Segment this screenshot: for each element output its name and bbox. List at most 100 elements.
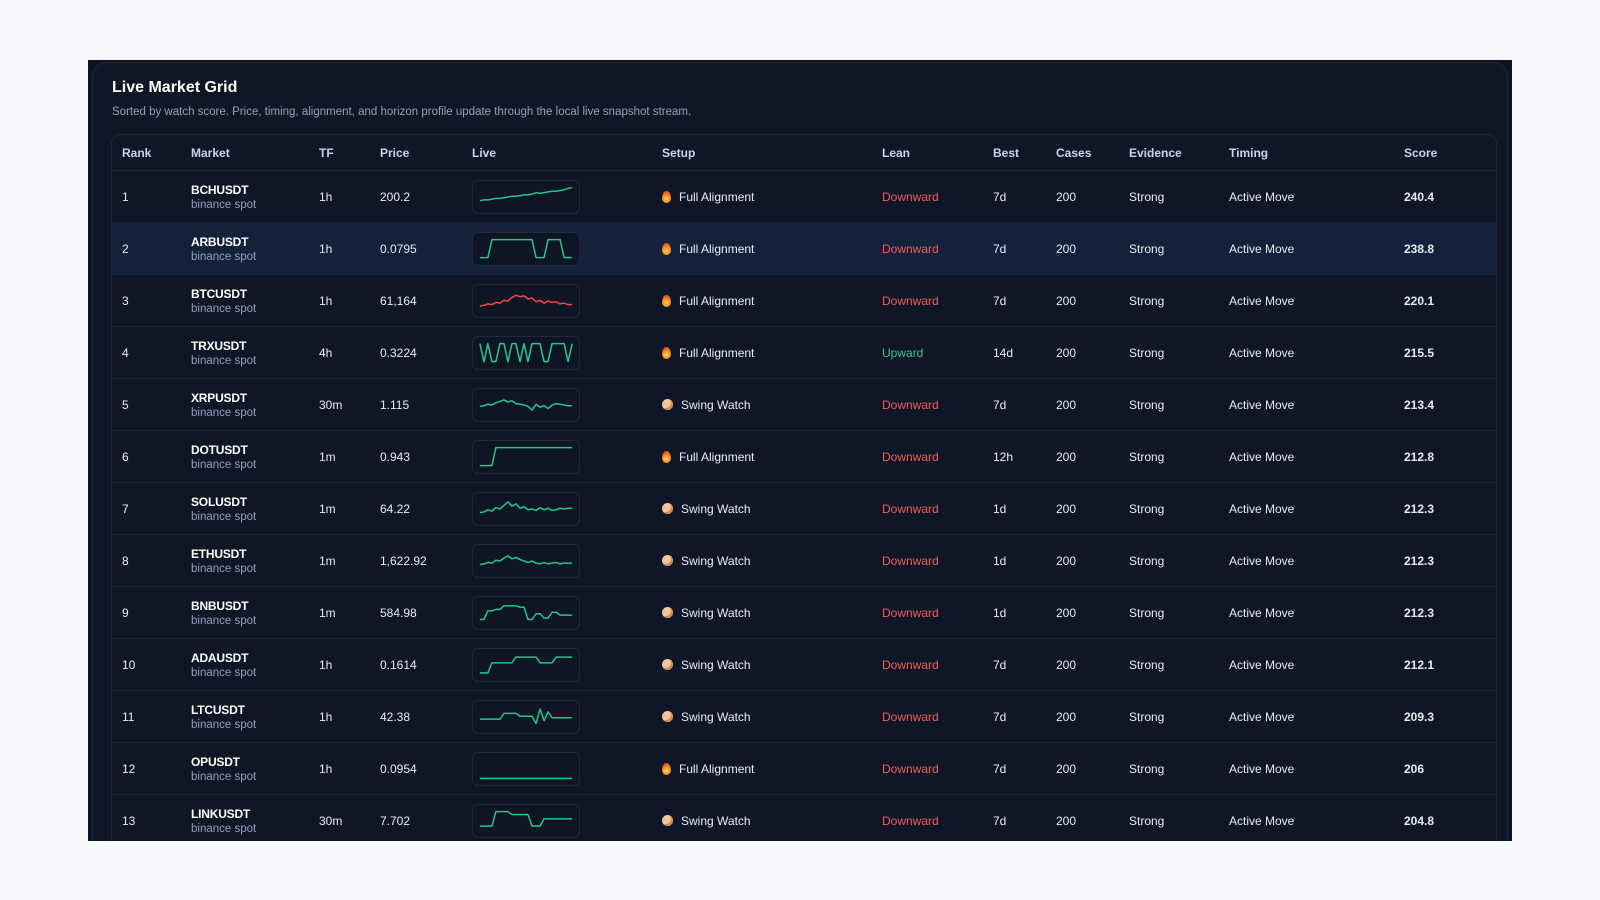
timing-cell-text: Active Move — [1229, 761, 1295, 776]
market-symbol[interactable]: XRPUSDT — [191, 390, 247, 405]
rank-cell-text: 6 — [122, 449, 129, 464]
score-value: 209.3 — [1404, 709, 1435, 724]
cases-cell: 200 — [1046, 170, 1119, 223]
lean-cell: Downward — [872, 586, 983, 639]
setup-cell: Swing Watch — [652, 794, 872, 841]
table-row[interactable]: 7 SOLUSDT binance spot 1m 64.22 Swing Wat… — [112, 482, 1496, 535]
cases-cell-text: 200 — [1056, 605, 1077, 620]
table-row[interactable]: 3 BTCUSDT binance spot 1h 61,164 Full Ali… — [112, 274, 1496, 327]
price-cell-text: 0.943 — [380, 449, 411, 464]
live-cell — [462, 690, 652, 743]
column-header-market[interactable]: Market — [181, 135, 309, 171]
column-header-score[interactable]: Score — [1394, 135, 1496, 171]
column-header-lean[interactable]: Lean — [872, 135, 983, 171]
column-header-best[interactable]: Best — [983, 135, 1046, 171]
lean-label: Downward — [882, 657, 939, 672]
table-row[interactable]: 9 BNBUSDT binance spot 1m 584.98 Swing Wa… — [112, 586, 1496, 639]
rank-cell: 4 — [112, 326, 181, 379]
sparkline-chart — [472, 439, 580, 474]
page-title: Live Market Grid — [112, 79, 238, 96]
column-header-setup[interactable]: Setup — [652, 135, 872, 171]
setup-label: Swing Watch — [681, 397, 751, 412]
lean-cell: Downward — [872, 170, 983, 223]
table-row[interactable]: 6 DOTUSDT binance spot 1m 0.943 Full Alig… — [112, 430, 1496, 483]
table-row[interactable]: 13 LINKUSDT binance spot 30m 7.702 Swing … — [112, 794, 1496, 841]
market-symbol[interactable]: OPUSDT — [191, 754, 240, 769]
score-cell: 212.1 — [1394, 638, 1496, 691]
column-header-tf[interactable]: TF — [309, 135, 370, 171]
timeframe-cell-text: 1m — [319, 553, 336, 568]
table-row[interactable]: 12 OPUSDT binance spot 1h 0.0954 Full Ali… — [112, 742, 1496, 795]
market-venue: binance spot — [191, 302, 257, 315]
price-cell-text: 584.98 — [380, 605, 417, 620]
table-row[interactable]: 2 ARBUSDT binance spot 1h 0.0795 Full Ali… — [112, 222, 1496, 275]
price-cell: 584.98 — [370, 586, 462, 639]
table-row[interactable]: 11 LTCUSDT binance spot 1h 42.38 Swing Wa… — [112, 690, 1496, 743]
market-symbol[interactable]: LINKUSDT — [191, 806, 251, 821]
price-cell: 0.943 — [370, 430, 462, 483]
timeframe-cell: 30m — [309, 378, 370, 431]
score-value: 212.3 — [1404, 553, 1435, 568]
market-symbol[interactable]: BTCUSDT — [191, 286, 247, 301]
market-symbol[interactable]: TRXUSDT — [191, 338, 247, 353]
best-cell: 7d — [983, 742, 1046, 795]
column-header-cases[interactable]: Cases — [1046, 135, 1119, 171]
evidence-cell: Strong — [1119, 638, 1219, 691]
price-cell: 1.115 — [370, 378, 462, 431]
timeframe-cell: 1m — [309, 482, 370, 535]
price-cell: 200.2 — [370, 170, 462, 223]
cases-cell: 200 — [1046, 638, 1119, 691]
timing-cell: Active Move — [1219, 326, 1394, 379]
evidence-cell-text: Strong — [1129, 345, 1165, 360]
market-table-container[interactable]: Rank Market TF Price Live Setup Lean Bes… — [111, 134, 1497, 841]
column-header-evidence[interactable]: Evidence — [1119, 135, 1219, 171]
price-cell: 42.38 — [370, 690, 462, 743]
market-venue: binance spot — [191, 198, 257, 211]
cases-cell: 200 — [1046, 274, 1119, 327]
table-row[interactable]: 5 XRPUSDT binance spot 30m 1.115 Swing Wa… — [112, 378, 1496, 431]
table-row[interactable]: 1 BCHUSDT binance spot 1h 200.2 Full Alig… — [112, 170, 1496, 223]
market-symbol[interactable]: ADAUSDT — [191, 650, 249, 665]
market-symbol[interactable]: ETHUSDT — [191, 546, 247, 561]
table-row[interactable]: 8 ETHUSDT binance spot 1m 1,622.92 Swing … — [112, 534, 1496, 587]
score-value: 238.8 — [1404, 241, 1435, 256]
evidence-cell-text: Strong — [1129, 605, 1165, 620]
cases-cell-text: 200 — [1056, 709, 1077, 724]
timeframe-cell: 4h — [309, 326, 370, 379]
score-value: 215.5 — [1404, 345, 1435, 360]
timing-cell: Active Move — [1219, 482, 1394, 535]
setup-cell: Full Alignment — [652, 326, 872, 379]
market-symbol[interactable]: LTCUSDT — [191, 702, 245, 717]
lean-cell: Downward — [872, 378, 983, 431]
score-cell: 213.4 — [1394, 378, 1496, 431]
column-header-live[interactable]: Live — [462, 135, 652, 171]
market-symbol[interactable]: SOLUSDT — [191, 494, 247, 509]
price-cell-text: 1.115 — [380, 397, 410, 412]
timing-cell: Active Move — [1219, 274, 1394, 327]
market-symbol[interactable]: ARBUSDT — [191, 234, 249, 249]
column-header-rank[interactable]: Rank — [112, 135, 181, 171]
market-symbol[interactable]: BCHUSDT — [191, 182, 249, 197]
market-symbol[interactable]: DOTUSDT — [191, 442, 248, 457]
table-row[interactable]: 4 TRXUSDT binance spot 4h 0.3224 Full Ali… — [112, 326, 1496, 379]
sparkline-path — [479, 238, 573, 258]
timing-cell-text: Active Move — [1229, 501, 1295, 516]
table-row[interactable]: 10 ADAUSDT binance spot 1h 0.1614 Swing W… — [112, 638, 1496, 691]
score-value: 220.1 — [1404, 293, 1435, 308]
sparkline-chart — [472, 647, 580, 682]
rank-cell-text: 2 — [122, 241, 129, 256]
best-cell-text: 7d — [993, 293, 1007, 308]
cases-cell-text: 200 — [1056, 449, 1077, 464]
column-header-timing[interactable]: Timing — [1219, 135, 1394, 171]
sparkline-chart — [472, 335, 580, 370]
table-header-row: Rank Market TF Price Live Setup Lean Bes… — [112, 135, 1496, 171]
timing-cell: Active Move — [1219, 638, 1394, 691]
swing-icon — [662, 659, 673, 670]
rank-cell-text: 5 — [122, 397, 129, 412]
column-header-price[interactable]: Price — [370, 135, 462, 171]
market-symbol[interactable]: BNBUSDT — [191, 598, 249, 613]
best-cell: 7d — [983, 170, 1046, 223]
price-cell-text: 0.0795 — [380, 241, 417, 256]
cases-cell-text: 200 — [1056, 553, 1077, 568]
market-cell: ARBUSDT binance spot — [181, 222, 309, 275]
